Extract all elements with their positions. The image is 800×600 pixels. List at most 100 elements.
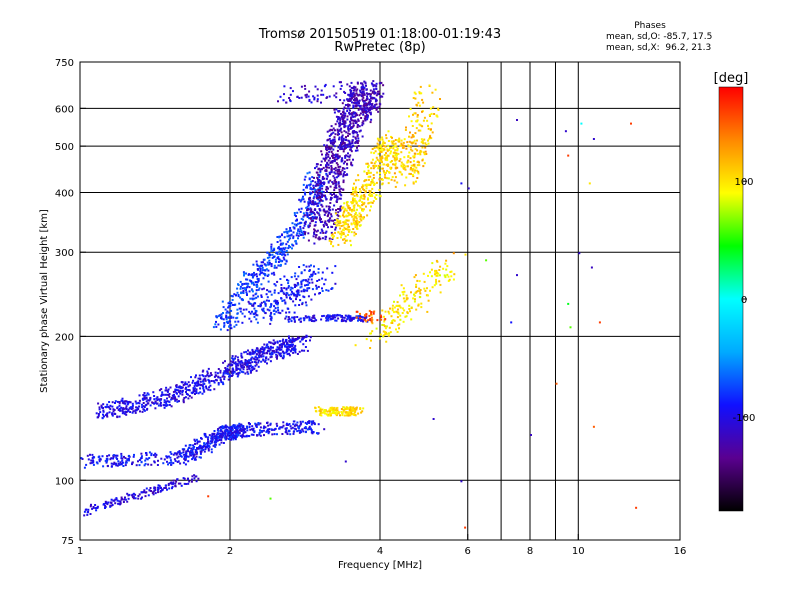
data-point: [366, 214, 369, 217]
data-point: [167, 388, 170, 391]
data-point: [326, 190, 328, 193]
data-point: [370, 161, 373, 164]
data-point: [341, 140, 343, 143]
data-point: [194, 457, 197, 460]
data-point: [107, 405, 110, 408]
data-point: [310, 213, 313, 216]
data-point: [372, 90, 374, 93]
data-point: [342, 107, 345, 110]
data-point: [356, 146, 358, 149]
phase-stats-x: mean, sd,X: 96.2, 21.3: [606, 43, 712, 53]
data-point: [336, 153, 339, 156]
data-point: [236, 375, 239, 378]
data-point: [285, 349, 288, 352]
data-point: [393, 157, 396, 160]
data-point: [383, 325, 386, 328]
data-point: [332, 235, 335, 238]
data-point: [329, 140, 332, 143]
data-point: [412, 97, 415, 99]
data-point: [131, 461, 134, 464]
data-point: [413, 171, 416, 174]
data-point: [350, 161, 353, 164]
data-point: [331, 233, 334, 236]
data-point: [312, 271, 315, 274]
data-point: [338, 173, 341, 176]
data-point: [320, 183, 322, 186]
data-point: [243, 282, 246, 285]
data-point: [237, 364, 240, 367]
data-point: [384, 333, 387, 336]
data-point: [328, 206, 331, 209]
data-point: [255, 310, 258, 313]
data-point: [126, 403, 129, 406]
data-point: [296, 219, 298, 222]
data-point: [195, 381, 198, 384]
data-point: [327, 181, 330, 184]
data-point: [387, 310, 390, 313]
data-point: [179, 392, 182, 395]
data-point: [346, 107, 349, 110]
data-point: [177, 451, 180, 454]
data-point: [122, 465, 125, 467]
data-point: [279, 239, 282, 242]
data-point: [377, 110, 380, 113]
data-point: [148, 457, 151, 459]
data-point: [378, 102, 381, 105]
data-point: [225, 372, 228, 375]
data-point: [174, 399, 177, 402]
data-point: [327, 226, 329, 229]
data-point: [117, 409, 120, 411]
data-point: [185, 483, 188, 485]
data-point: [350, 412, 353, 415]
data-point: [169, 386, 172, 389]
data-point: [257, 423, 260, 426]
data-point: [341, 135, 344, 138]
data-point: [398, 327, 400, 330]
data-point: [420, 92, 423, 95]
data-point: [174, 388, 177, 391]
data-point: [331, 181, 334, 184]
data-point: [436, 274, 439, 277]
data-point: [135, 406, 138, 409]
data-point: [370, 205, 372, 208]
data-point: [307, 278, 310, 281]
data-point: [372, 312, 375, 315]
data-point: [366, 93, 369, 96]
data-point: [392, 319, 395, 321]
data-point: [330, 225, 333, 228]
data-point: [191, 392, 194, 395]
data-point: [361, 197, 364, 200]
data-point: [386, 149, 389, 152]
data-point: [327, 319, 330, 322]
data-point: [329, 202, 332, 204]
data-point: [230, 301, 233, 304]
data-point: [342, 162, 345, 165]
data-point: [201, 380, 204, 383]
data-point: [240, 430, 243, 432]
data-point: [361, 410, 364, 413]
data-point: [209, 442, 212, 445]
data-point: [274, 427, 277, 430]
data-point: [349, 239, 352, 242]
data-point: [347, 230, 350, 233]
data-point: [183, 482, 186, 485]
phase-stats-header: Phases: [634, 21, 666, 31]
data-point: [313, 202, 316, 205]
data-point: [396, 330, 399, 333]
data-point: [399, 171, 402, 174]
data-point: [340, 112, 342, 115]
data-point: [384, 173, 386, 176]
data-point: [266, 350, 269, 352]
data-point: [327, 163, 330, 166]
data-point: [404, 315, 407, 318]
data-point: [351, 208, 353, 211]
data-point: [333, 196, 336, 199]
data-point: [305, 304, 308, 307]
data-point: [239, 425, 241, 428]
data-point: [308, 197, 311, 200]
data-point: [314, 224, 317, 227]
data-point: [302, 183, 305, 186]
data-point: [413, 91, 416, 94]
data-point: [300, 199, 303, 202]
data-point: [217, 436, 220, 439]
